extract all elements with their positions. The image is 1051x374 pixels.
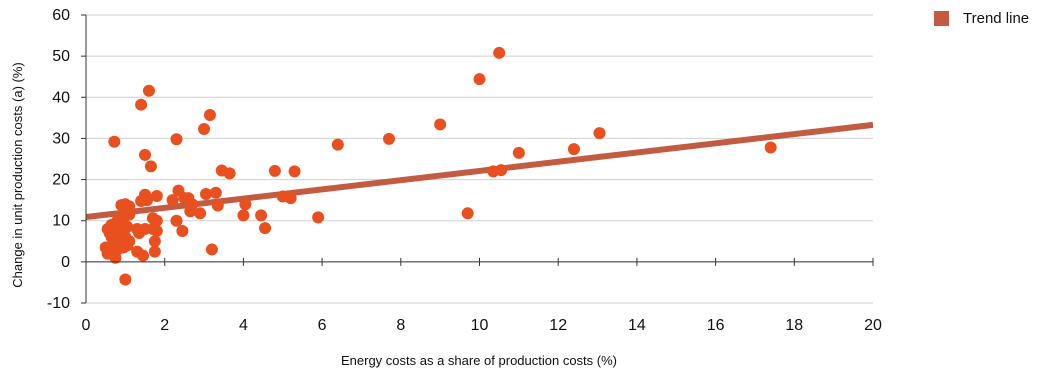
y-tick-label: 10 [52, 213, 70, 230]
data-point [170, 133, 183, 146]
data-point [223, 167, 236, 180]
data-point [200, 187, 213, 200]
data-point [123, 208, 136, 221]
x-tick-label: 0 [82, 317, 91, 334]
data-point [237, 209, 250, 222]
data-point [493, 46, 506, 59]
data-point [123, 200, 136, 213]
data-point [144, 160, 157, 173]
data-point [194, 207, 207, 220]
data-point [140, 194, 153, 207]
data-point [203, 108, 216, 121]
data-point [198, 122, 211, 135]
y-tick-label: 60 [52, 7, 70, 24]
y-tick-label: -10 [47, 295, 70, 312]
data-point [284, 192, 297, 205]
data-point [135, 98, 148, 111]
data-point [209, 186, 222, 199]
data-point [473, 73, 486, 86]
x-tick-label: 20 [864, 317, 882, 334]
data-point [312, 211, 325, 224]
x-tick-label: 4 [239, 317, 248, 334]
data-point [434, 118, 447, 131]
data-point [108, 135, 121, 148]
data-point [150, 214, 163, 227]
data-point [255, 209, 268, 222]
legend: Trend line [934, 10, 1029, 27]
y-tick-label: 50 [52, 48, 70, 65]
x-tick-label: 18 [785, 317, 803, 334]
data-point [176, 225, 189, 237]
data-point [288, 165, 301, 178]
data-point [268, 164, 281, 177]
data-point [512, 146, 525, 159]
x-tick-label: 16 [707, 317, 725, 334]
x-tick-label: 8 [396, 317, 405, 334]
legend-label-trend-line: Trend line [963, 10, 1030, 27]
data-point [461, 207, 474, 220]
data-point [211, 199, 224, 212]
data-point [121, 220, 134, 233]
data-point [239, 198, 252, 211]
data-point [331, 138, 344, 151]
x-axis-title: Energy costs as a share of production co… [341, 353, 617, 368]
data-point [150, 190, 163, 203]
x-tick-label: 6 [318, 317, 327, 334]
data-point [495, 164, 508, 177]
data-points [99, 46, 777, 286]
data-point [139, 148, 152, 161]
y-tick-label: 40 [52, 89, 70, 106]
data-point [205, 243, 218, 256]
data-point [148, 245, 161, 258]
y-tick-label: 0 [61, 254, 70, 271]
x-tick-label: 14 [628, 317, 646, 334]
y-axis-title: Change in unit production costs (a) (%) [10, 62, 25, 287]
data-point [764, 141, 777, 154]
y-tick-label: 30 [52, 130, 70, 147]
x-tick-label: 10 [471, 317, 489, 334]
data-point [567, 143, 580, 156]
x-tick-label: 12 [549, 317, 567, 334]
legend-swatch-trend-line [934, 11, 949, 26]
y-tick-label: 20 [52, 172, 70, 189]
data-point [382, 132, 395, 145]
data-point [166, 194, 179, 207]
axes: -10 0 10 20 30 40 50 60 0 2 4 6 8 10 12 14 16 18 20 [47, 7, 882, 334]
data-point [593, 127, 606, 140]
data-point [259, 222, 272, 235]
data-point [142, 84, 155, 97]
data-point [119, 273, 132, 286]
x-tick-label: 2 [160, 317, 169, 334]
data-point [123, 235, 136, 248]
data-point [148, 235, 161, 248]
data-point [150, 225, 163, 237]
data-point [170, 214, 183, 227]
data-point [186, 198, 199, 211]
data-point [137, 249, 150, 262]
